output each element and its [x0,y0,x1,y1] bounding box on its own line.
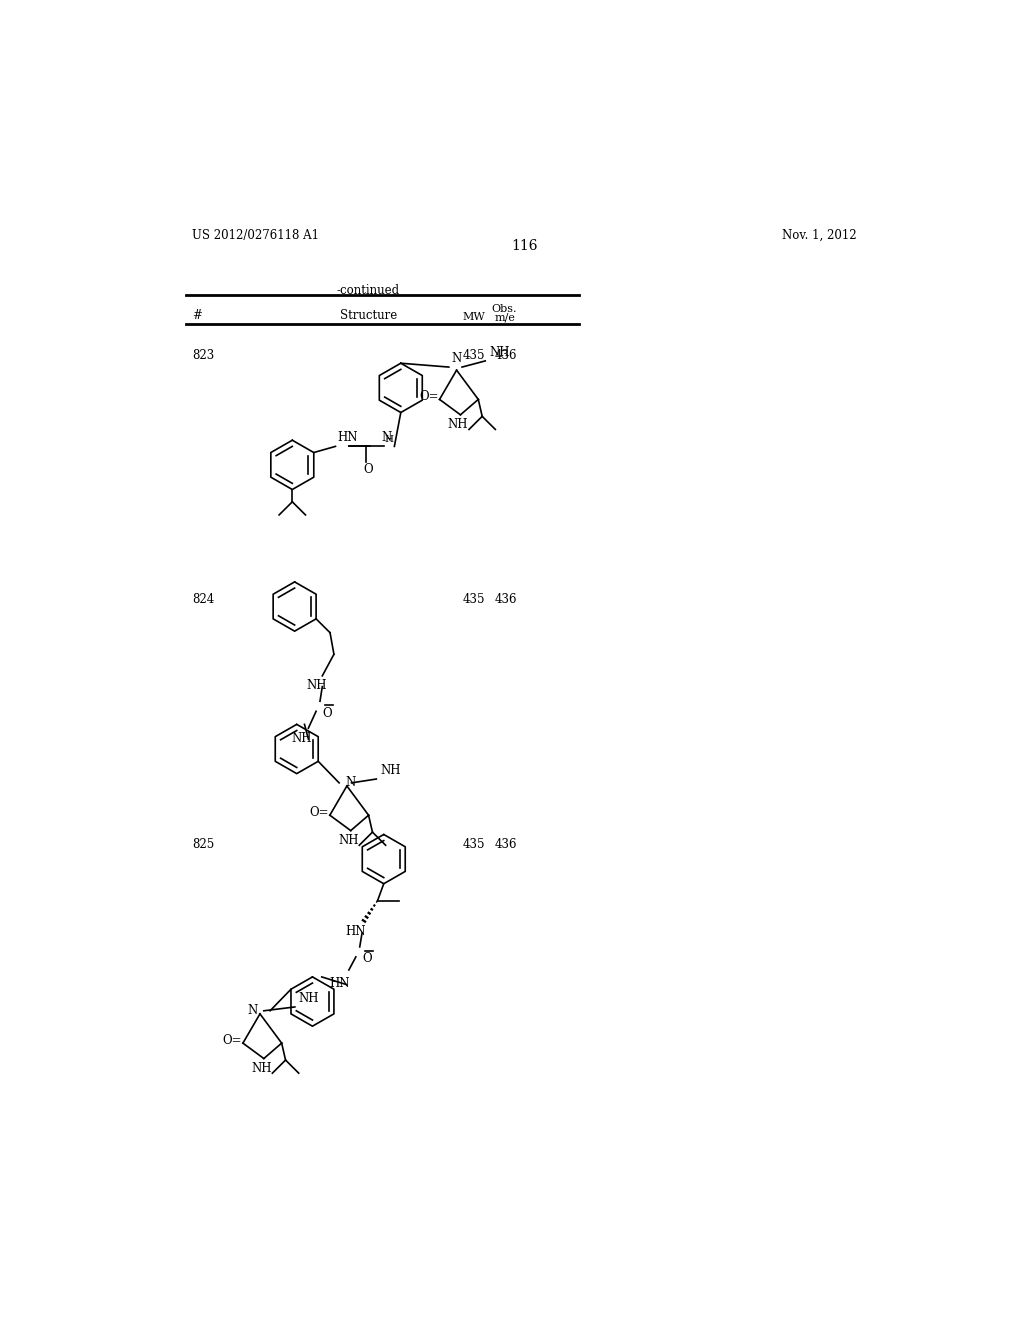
Text: N: N [452,351,462,364]
Text: O=: O= [309,805,329,818]
Text: 436: 436 [495,350,517,363]
Text: HN: HN [337,432,357,444]
Text: 825: 825 [193,838,215,850]
Text: MW: MW [463,313,485,322]
Text: m/e: m/e [495,313,515,322]
Text: Structure: Structure [340,309,397,322]
Text: N: N [248,1005,258,1018]
Text: O=: O= [420,389,439,403]
Text: O: O [362,952,372,965]
Text: O=: O= [223,1034,243,1047]
Text: 823: 823 [193,350,215,363]
Text: Nov. 1, 2012: Nov. 1, 2012 [782,230,856,243]
Text: O: O [364,463,373,477]
Text: N: N [381,432,391,444]
Text: 824: 824 [193,594,215,606]
Text: 435: 435 [463,350,485,363]
Text: NH: NH [338,834,358,846]
Text: 116: 116 [512,239,538,253]
Text: NH: NH [447,418,468,430]
Text: Obs.: Obs. [492,304,517,314]
Text: NH: NH [380,764,400,776]
Text: HN: HN [345,925,366,939]
Text: O: O [323,708,332,721]
Text: 435: 435 [463,594,485,606]
Text: -continued: -continued [337,284,399,297]
Text: NH: NH [299,991,319,1005]
Text: NH: NH [489,346,510,359]
Text: 436: 436 [495,838,517,850]
Text: NH: NH [307,678,328,692]
Text: HN: HN [330,977,350,990]
Text: 436: 436 [495,594,517,606]
Text: US 2012/0276118 A1: US 2012/0276118 A1 [193,230,319,243]
Text: 435: 435 [463,838,485,850]
Text: H: H [384,436,393,444]
Text: #: # [193,309,202,322]
Text: NH: NH [291,733,311,744]
Text: N: N [345,776,355,789]
Text: NH: NH [251,1061,271,1074]
